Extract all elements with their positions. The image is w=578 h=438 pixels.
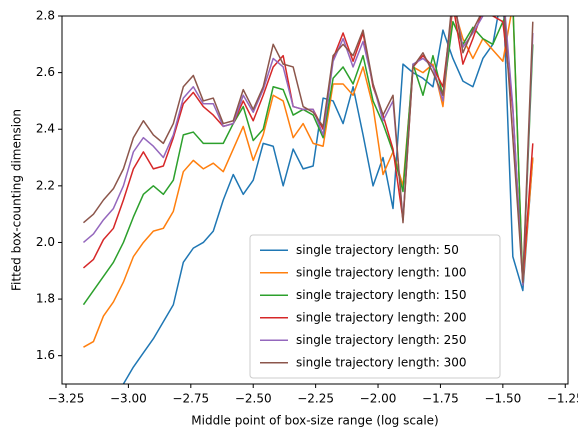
legend-label: single trajectory length: 250 [296,333,467,347]
legend-label: single trajectory length: 300 [296,355,467,369]
x-tick-label: −2.50 [235,392,272,406]
x-tick-label: −3.25 [48,392,85,406]
y-tick-label: 2.0 [36,235,55,249]
y-tick-label: 2.4 [36,122,55,136]
legend-label: single trajectory length: 50 [296,243,459,257]
plot-area [82,16,534,384]
legend-label: single trajectory length: 200 [296,310,467,324]
x-tick-label: −1.50 [484,392,521,406]
y-tick-label: 2.2 [36,178,55,192]
x-tick-label: −2.00 [360,392,397,406]
y-tick-label: 2.6 [36,65,55,79]
y-tick-label: 2.8 [36,9,55,23]
data-line [122,16,534,384]
x-tick-label: −1.25 [547,392,578,406]
y-tick-label: 1.6 [36,348,55,362]
x-axis-label: Middle point of box-size range (log scal… [191,414,438,428]
y-tick-label: 1.8 [36,292,55,306]
x-tick-label: −2.75 [172,392,209,406]
x-tick-label: −2.25 [297,392,334,406]
data-line [82,16,534,283]
x-tick-label: −1.75 [422,392,459,406]
legend-label: single trajectory length: 100 [296,265,467,279]
legend-label: single trajectory length: 150 [296,288,467,302]
plot-frame [61,15,569,385]
y-axis-label: Fitted box-counting dimension [10,109,24,291]
x-tick-label: −3.00 [110,392,147,406]
legend-box [249,234,501,379]
